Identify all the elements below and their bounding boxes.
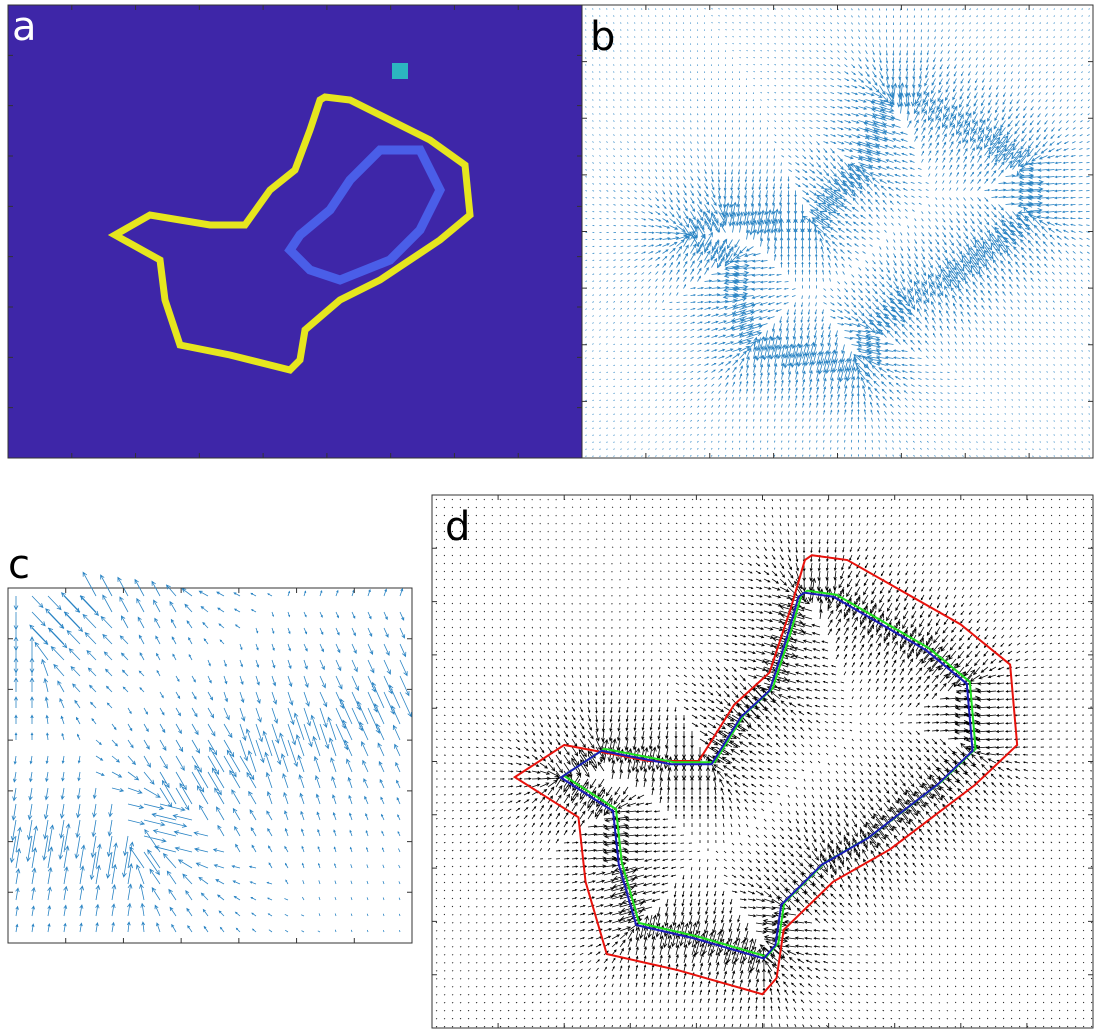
outline xyxy=(107,93,474,374)
panel-label: a xyxy=(12,4,37,50)
tick-marks xyxy=(582,5,1093,458)
tick-marks xyxy=(8,588,412,943)
panel-label: d xyxy=(445,504,470,550)
tick-marks xyxy=(432,495,1093,1028)
final-contour xyxy=(558,591,974,960)
inner-region xyxy=(284,145,446,285)
panel-a-frame xyxy=(7,4,583,459)
panel-label: b xyxy=(590,14,615,60)
panel-b-frame xyxy=(581,4,1094,459)
panel-c-frame xyxy=(7,587,413,944)
quiver-field xyxy=(435,498,1093,1028)
quiver-field xyxy=(585,8,1090,457)
speck xyxy=(392,63,408,79)
panel-label: c xyxy=(8,542,30,588)
layers xyxy=(8,5,1093,1028)
panel-d-frame xyxy=(431,494,1094,1029)
initial-contour xyxy=(512,554,1019,996)
quiver-field xyxy=(9,571,412,933)
tick-marks xyxy=(8,5,582,458)
